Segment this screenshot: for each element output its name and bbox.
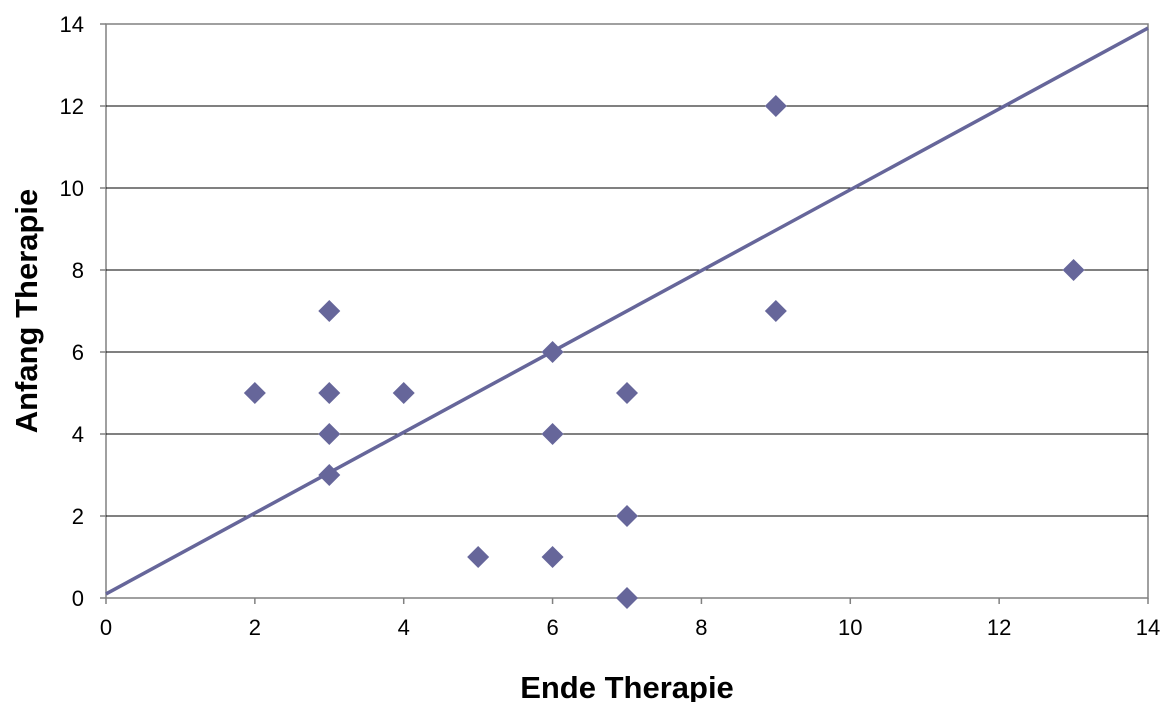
x-tick-label: 2 [249, 615, 261, 640]
data-point-diamond [541, 341, 564, 363]
x-tick-label: 0 [100, 615, 112, 640]
data-point-diamond [616, 505, 638, 527]
y-tick-label: 14 [60, 12, 84, 37]
x-axis-ticks: 0 2 4 6 8 10 12 14 [100, 598, 1160, 640]
y-tick-label: 12 [60, 94, 84, 119]
data-point-diamond [541, 546, 564, 568]
y-tick-label: 4 [72, 422, 84, 447]
x-tick-label: 10 [838, 615, 862, 640]
data-point-diamond [616, 587, 638, 609]
y-tick-label: 0 [72, 586, 84, 611]
x-tick-label: 4 [398, 615, 410, 640]
trendline-group [105, 26, 1149, 596]
y-tick-label: 8 [72, 258, 84, 283]
data-point-diamond [243, 382, 266, 404]
data-point-diamond [318, 300, 341, 322]
data-point-diamond [467, 546, 490, 568]
y-axis-title: Anfang Therapie [9, 189, 44, 434]
x-tick-label: 6 [546, 615, 558, 640]
y-tick-label: 2 [72, 504, 84, 529]
data-point-diamond [318, 464, 341, 486]
data-points [243, 95, 1085, 609]
data-point-diamond [318, 423, 341, 445]
data-point-diamond [318, 382, 341, 404]
data-point-diamond [764, 95, 787, 117]
data-point-diamond [1062, 259, 1085, 281]
data-point-diamond [541, 423, 564, 445]
y-tick-label: 10 [60, 176, 84, 201]
gridlines [106, 105, 1148, 517]
x-tick-label: 8 [695, 615, 707, 640]
trendline [105, 26, 1149, 596]
x-tick-label: 12 [987, 615, 1011, 640]
y-axis-ticks: 0 2 4 6 8 10 12 14 [60, 12, 106, 611]
y-tick-label: 6 [72, 340, 84, 365]
x-axis-title: Ende Therapie [520, 670, 734, 702]
x-tick-label: 14 [1136, 615, 1160, 640]
data-point-diamond [392, 382, 415, 404]
data-point-diamond [616, 382, 638, 404]
data-point-diamond [764, 300, 787, 322]
